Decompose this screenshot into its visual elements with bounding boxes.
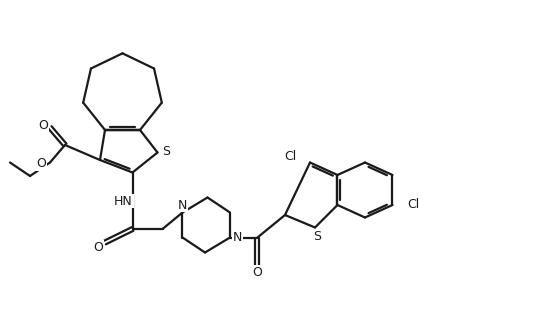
Text: N: N (233, 231, 242, 244)
Text: O: O (36, 157, 46, 170)
Text: S: S (163, 145, 170, 157)
Text: Cl: Cl (407, 197, 420, 211)
Text: O: O (253, 266, 263, 279)
Text: N: N (178, 198, 187, 212)
Text: Cl: Cl (284, 150, 296, 163)
Text: S: S (313, 230, 322, 243)
Text: O: O (93, 241, 103, 254)
Text: O: O (39, 118, 49, 132)
Text: HN: HN (114, 195, 133, 207)
